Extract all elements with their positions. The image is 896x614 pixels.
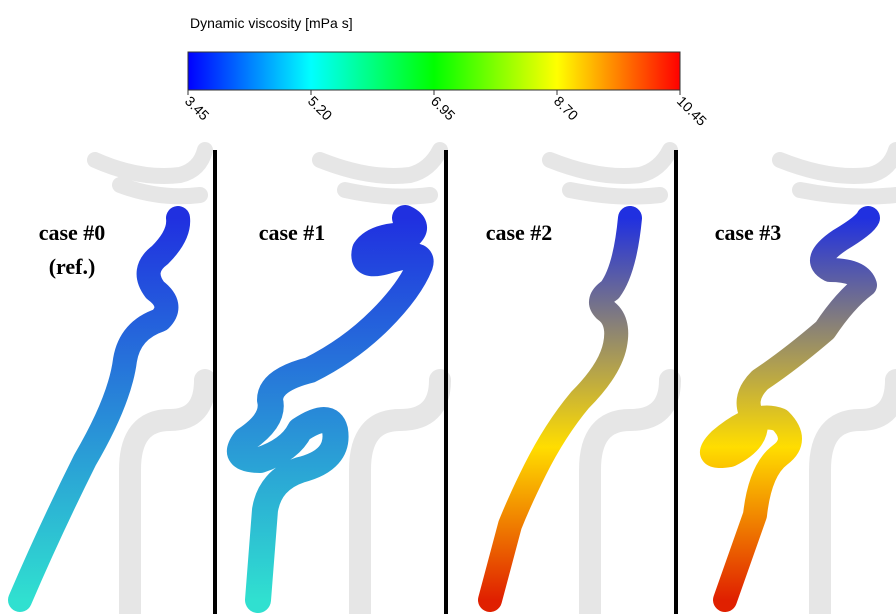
case-label: case #1 [259, 220, 326, 245]
colorbar-ticks: 3.45 5.20 6.95 8.70 10.45 [182, 90, 710, 129]
tick-label: 8.70 [551, 93, 582, 124]
tick-label: 10.45 [674, 93, 710, 129]
tick-label: 6.95 [428, 93, 459, 124]
tick-label: 5.20 [305, 93, 336, 124]
case-label: case #3 [715, 220, 782, 245]
colorbar [188, 52, 680, 90]
figure: Dynamic viscosity [mPa s] 3.45 5.20 6.95 8.… [0, 0, 896, 614]
case-label: case #2 [486, 220, 553, 245]
tick-label: 3.45 [182, 93, 213, 124]
case-sublabel: (ref.) [49, 254, 96, 279]
colorbar-title: Dynamic viscosity [mPa s] [190, 15, 353, 31]
case-label: case #0 [39, 220, 106, 245]
